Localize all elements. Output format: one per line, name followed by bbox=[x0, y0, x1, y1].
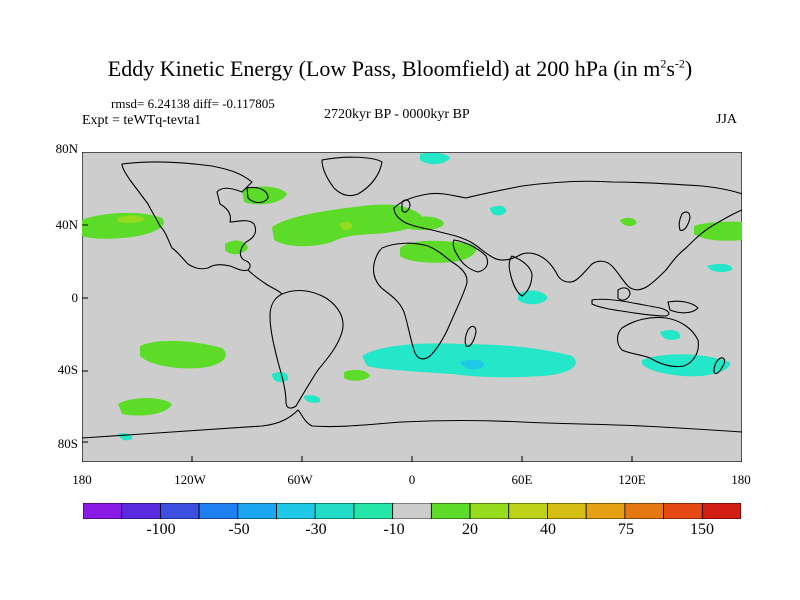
coastlines bbox=[82, 156, 742, 439]
coastline-hudson bbox=[246, 186, 269, 204]
coastline-arabia bbox=[452, 239, 489, 273]
world-map bbox=[82, 152, 742, 462]
anomaly-patches bbox=[82, 152, 742, 441]
patch-europe-negative bbox=[490, 205, 507, 216]
patch-arctic-negative bbox=[420, 152, 450, 165]
colorbar-swatch bbox=[353, 503, 394, 519]
patch-east-asia-positive bbox=[694, 221, 742, 241]
lon-tick-120w: 120W bbox=[174, 472, 206, 487]
colorbar-swatch bbox=[276, 503, 316, 519]
patch-south-pacific-positive bbox=[140, 340, 226, 369]
period-label: 2720kyr BP - 0000kyr BP bbox=[324, 107, 470, 122]
patch-siberia-positive bbox=[620, 217, 637, 227]
coastline-borneo bbox=[617, 287, 631, 301]
colorbar-swatch bbox=[508, 503, 548, 519]
colorbar-swatch bbox=[160, 503, 200, 519]
colorbar-label: -100 bbox=[146, 521, 176, 538]
map-background bbox=[82, 152, 742, 462]
colorbar-swatch bbox=[585, 503, 626, 519]
patch-north-pacific-positive-core bbox=[117, 215, 145, 223]
colorbar bbox=[83, 503, 741, 519]
patch-chile-negative bbox=[272, 372, 289, 382]
coastline-greenland bbox=[321, 156, 383, 197]
coastline-british-isles bbox=[401, 199, 411, 213]
lon-tick-120e: 120E bbox=[618, 472, 646, 487]
lon-tick-180w: 180 bbox=[72, 472, 92, 487]
colorbar-label: -10 bbox=[383, 521, 405, 538]
coastline-south-america bbox=[269, 289, 344, 409]
patch-south-indian-core bbox=[460, 359, 485, 370]
patch-mediterranean-positive bbox=[402, 216, 444, 231]
colorbar-label: -30 bbox=[305, 521, 327, 538]
colorbar-swatch bbox=[663, 503, 703, 519]
patch-canada-positive bbox=[242, 186, 287, 205]
coastline-madagascar bbox=[464, 325, 477, 347]
colorbar-swatch bbox=[237, 503, 277, 519]
lat-tick-80n: 80N bbox=[55, 141, 78, 156]
coastline-eurasia bbox=[393, 180, 742, 291]
patch-pacific-ne-negative bbox=[707, 263, 733, 273]
lat-tick-marks bbox=[82, 152, 88, 443]
colorbar-swatch bbox=[547, 503, 587, 519]
coastline-japan bbox=[678, 211, 691, 231]
patch-atlantic-core bbox=[340, 221, 353, 231]
map-title: Eddy Kinetic Energy (Low Pass, Bloomfiel… bbox=[107, 56, 693, 81]
lon-tick-0: 0 bbox=[408, 472, 416, 487]
colorbar-label: -50 bbox=[228, 521, 250, 538]
lat-tick-40s: 40S bbox=[57, 362, 78, 377]
patch-arabian-sea-negative bbox=[518, 290, 548, 305]
colorbar-swatch bbox=[83, 503, 123, 519]
lon-tick-60w: 60W bbox=[287, 472, 313, 487]
season-label: JJA bbox=[716, 112, 738, 127]
coastline-central-america bbox=[247, 269, 283, 295]
patch-south-pacific-2-positive bbox=[118, 398, 172, 416]
patch-sa-pacific-positive bbox=[344, 369, 370, 381]
coastline-indonesia bbox=[591, 298, 670, 317]
colorbar-swatch bbox=[314, 503, 355, 519]
patch-patagonia-negative bbox=[304, 395, 321, 403]
coastline-africa bbox=[372, 242, 468, 360]
colorbar-swatch bbox=[624, 503, 664, 519]
lon-tick-60e: 60E bbox=[511, 472, 533, 487]
lat-tick-0: 0 bbox=[71, 290, 79, 305]
patch-gulf-positive bbox=[225, 240, 248, 255]
colorbar-label: 20 bbox=[462, 521, 478, 538]
coastline-india bbox=[508, 255, 533, 297]
lat-tick-80s: 80S bbox=[57, 436, 78, 451]
patch-australia-east-negative bbox=[660, 330, 681, 340]
coastline-antarctica bbox=[82, 409, 742, 439]
colorbar-swatch bbox=[701, 503, 741, 519]
colorbar-label: 75 bbox=[618, 521, 634, 538]
lon-tick-marks bbox=[82, 456, 742, 462]
coastline-north-america bbox=[121, 161, 257, 272]
rmsd-diff-stats: rmsd= 6.24138 diff= -0.117805 bbox=[111, 96, 275, 111]
colorbar-swatch bbox=[469, 503, 510, 519]
colorbar-swatch bbox=[430, 503, 471, 519]
colorbar-swatch bbox=[121, 503, 161, 519]
colorbar-swatch bbox=[198, 503, 239, 519]
coastline-new-zealand bbox=[713, 357, 726, 375]
lon-tick-180e: 180 bbox=[731, 472, 751, 487]
lat-tick-40n: 40N bbox=[55, 217, 78, 232]
coastline-australia bbox=[616, 316, 699, 368]
colorbar-swatch bbox=[392, 503, 432, 519]
experiment-label: Expt = teWTq-tevta1 bbox=[82, 113, 202, 128]
colorbar-label: 40 bbox=[540, 521, 556, 538]
colorbar-label: 150 bbox=[690, 521, 714, 538]
coastline-new-guinea bbox=[667, 300, 699, 314]
